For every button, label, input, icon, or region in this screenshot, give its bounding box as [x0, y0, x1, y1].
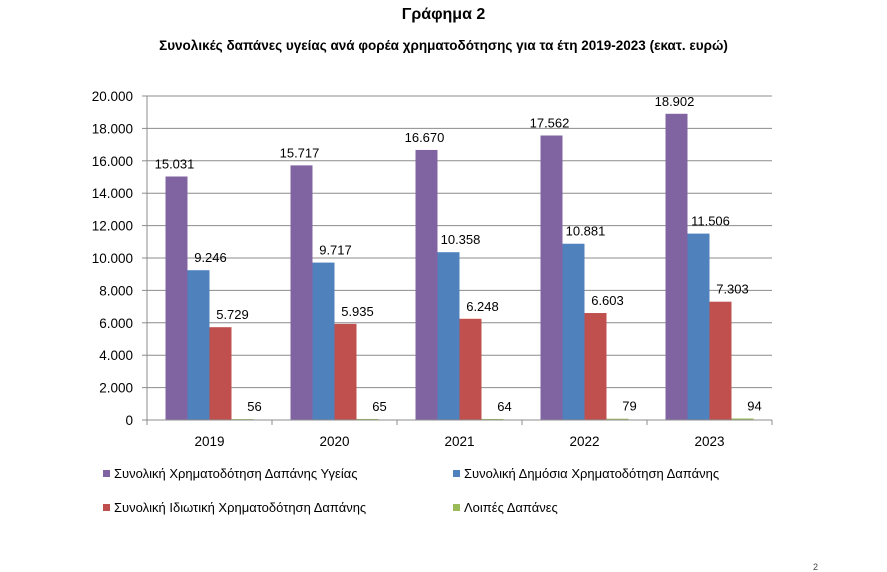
data-label: 15.031: [155, 156, 195, 171]
data-label: 10.358: [441, 232, 481, 247]
data-label: 5.935: [341, 304, 374, 319]
bar: [312, 262, 335, 420]
legend-label: Συνολική Δημόσια Χρηματοδότηση Δαπάνης: [464, 466, 720, 481]
bar: [562, 243, 585, 420]
x-tick-label: 2019: [194, 434, 224, 449]
bar-chart: 0 2.000 4.000 6.000 8.000 10.000 12.000 14.000 1…: [92, 89, 773, 449]
data-label: 6.603: [591, 293, 624, 308]
data-label: 16.670: [405, 130, 445, 145]
bar: [209, 327, 232, 420]
y-tick-label: 6.000: [99, 316, 133, 331]
legend-label: Συνολική Χρηματοδότηση Δαπάνης Υγείας: [114, 466, 358, 481]
data-label: 79: [622, 399, 636, 414]
chart-title: Γράφημα 2: [401, 6, 486, 23]
bar: [606, 418, 629, 420]
data-label: 10.881: [566, 224, 606, 239]
bars: [165, 113, 754, 421]
bar: [687, 233, 710, 420]
legend-swatch: [453, 504, 460, 511]
legend-label: Συνολική Ιδιωτική Χρηματοδότηση Δαπάνης: [114, 500, 367, 515]
data-label: 9.717: [319, 243, 352, 258]
bar: [540, 135, 563, 420]
bar: [356, 418, 379, 420]
bar: [731, 418, 754, 420]
bar: [459, 318, 482, 420]
data-label: 7.303: [716, 282, 749, 297]
data-label: 65: [372, 399, 386, 414]
x-tick-label: 2021: [444, 434, 474, 449]
bar: [437, 252, 460, 420]
data-label: 18.902: [655, 94, 695, 109]
y-tick-label: 10.000: [92, 251, 133, 266]
data-label: 9.246: [194, 250, 227, 265]
bar: [165, 176, 188, 420]
y-tick-label: 4.000: [99, 348, 133, 363]
data-label: 15.717: [280, 145, 320, 160]
x-tick-label: 2020: [319, 434, 349, 449]
bar: [709, 301, 732, 420]
bar: [481, 418, 504, 420]
y-tick-label: 20.000: [92, 89, 133, 104]
x-tick-label: 2023: [694, 434, 724, 449]
page-number: 2: [813, 562, 819, 572]
bar: [665, 113, 688, 420]
bar: [415, 149, 438, 421]
chart-subtitle: Συνολικές δαπάνες υγείας ανά φορέα χρημα…: [159, 38, 728, 53]
bar: [334, 323, 357, 420]
legend-swatch: [453, 470, 460, 477]
x-axis-ticks: 2019 2020 2021 2022 2023: [146, 420, 773, 449]
data-label: 5.729: [216, 307, 249, 322]
y-tick-label: 0: [125, 413, 133, 428]
data-label: 6.248: [466, 299, 499, 314]
y-tick-label: 12.000: [92, 219, 133, 234]
legend-item-other: Λοιπές Δαπάνες: [453, 500, 558, 515]
y-tick-label: 14.000: [92, 186, 133, 201]
y-tick-label: 8.000: [99, 283, 133, 298]
bar: [290, 165, 313, 420]
y-tick-label: 16.000: [92, 154, 133, 169]
bar: [584, 313, 607, 420]
data-label: 11.506: [691, 214, 730, 229]
legend-swatch: [103, 504, 110, 511]
legend-item-private: Συνολική Ιδιωτική Χρηματοδότηση Δαπάνης: [103, 500, 366, 515]
data-labels: 15.031 15.717 16.670 17.562 18.902 9.246 9.717…: [155, 94, 762, 414]
y-axis-ticks: 0 2.000 4.000 6.000 8.000 10.000 12.000 14.000 1…: [92, 89, 147, 428]
data-label: 94: [747, 398, 761, 413]
y-tick-label: 2.000: [99, 381, 133, 396]
data-label: 56: [247, 399, 261, 414]
legend-item-public: Συνολική Δημόσια Χρηματοδότηση Δαπάνης: [453, 466, 719, 481]
legend-item-total: Συνολική Χρηματοδότηση Δαπάνης Υγείας: [103, 466, 358, 481]
data-label: 17.562: [530, 115, 570, 130]
data-label: 64: [497, 399, 511, 414]
bar: [187, 270, 210, 420]
y-tick-label: 18.000: [92, 121, 133, 136]
legend-label: Λοιπές Δαπάνες: [464, 500, 558, 515]
axes: [142, 96, 772, 421]
x-tick-label: 2022: [569, 434, 599, 449]
legend-swatch: [103, 470, 110, 477]
